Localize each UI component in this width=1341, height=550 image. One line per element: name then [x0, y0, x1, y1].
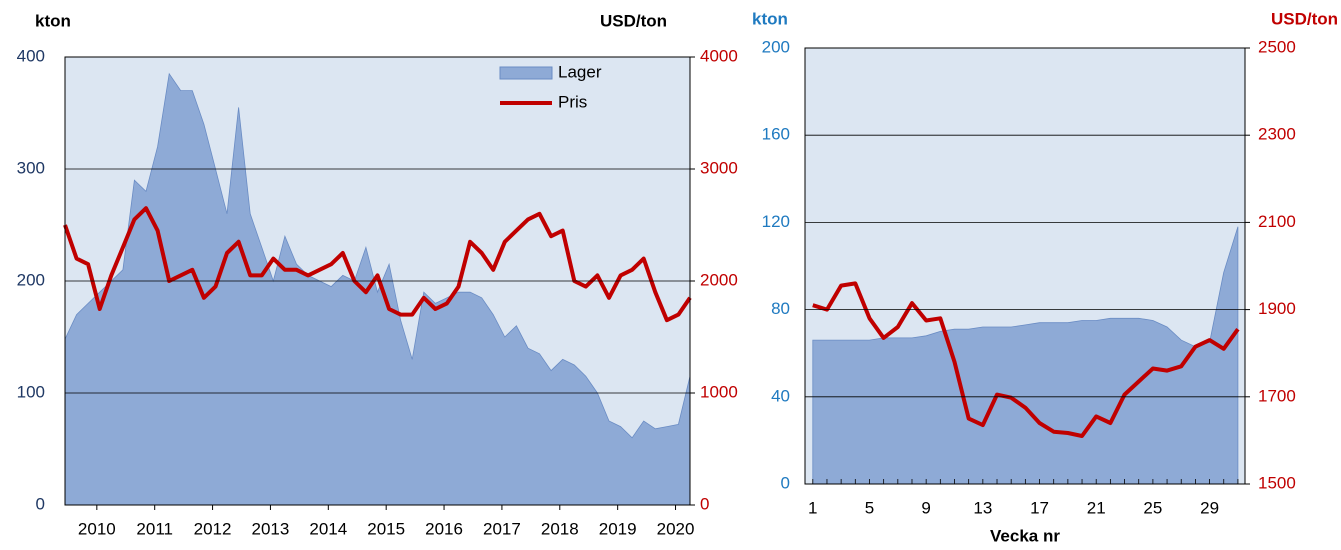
y-tick-label: 40	[771, 386, 790, 405]
x-tick-label: 29	[1200, 498, 1219, 517]
legend-swatch	[499, 66, 553, 80]
legend-label: Lager	[558, 62, 602, 81]
x-tick-label: 2020	[657, 519, 695, 538]
x-tick-label: 1	[808, 498, 817, 517]
y-tick-label: 0	[36, 494, 45, 513]
y2-tick-label: 1500	[1258, 473, 1296, 492]
x-tick-label: 2017	[483, 519, 521, 538]
x-tick-label: 2015	[367, 519, 405, 538]
y-axis-label: kton	[752, 9, 788, 28]
y-tick-label: 80	[771, 299, 790, 318]
x-tick-label: 2012	[194, 519, 232, 538]
y2-tick-label: 1700	[1258, 386, 1296, 405]
x-tick-label: 13	[973, 498, 992, 517]
x-tick-label: 2016	[425, 519, 463, 538]
x-tick-label: 5	[865, 498, 874, 517]
x-tick-label: 17	[1030, 498, 1049, 517]
y2-tick-label: 0	[700, 494, 709, 513]
y-tick-label: 300	[17, 158, 45, 177]
y2-axis-label: USD/ton	[600, 11, 667, 30]
x-tick-label: 2013	[252, 519, 290, 538]
y-tick-label: 200	[762, 37, 790, 56]
x-tick-label: 2010	[78, 519, 116, 538]
y-tick-label: 100	[17, 382, 45, 401]
y-tick-label: 120	[762, 212, 790, 231]
x-tick-label: 9	[921, 498, 930, 517]
y2-tick-label: 2000	[700, 270, 738, 289]
x-tick-label: 2018	[541, 519, 579, 538]
y2-tick-label: 2100	[1258, 212, 1296, 231]
y2-tick-label: 2500	[1258, 37, 1296, 56]
y2-tick-label: 4000	[700, 46, 738, 65]
x-tick-label: 2014	[309, 519, 347, 538]
plot-border	[64, 56, 691, 506]
legend-label: Pris	[558, 92, 587, 111]
line	[812, 281, 1240, 438]
y-tick-label: 200	[17, 270, 45, 289]
y2-tick-label: 2300	[1258, 125, 1296, 144]
y-tick-label: 400	[17, 46, 45, 65]
plot-border	[804, 47, 1246, 485]
y-axis-label: kton	[35, 11, 71, 30]
y2-axis-label: USD/ton	[1271, 9, 1338, 28]
y-tick-label: 0	[781, 473, 790, 492]
area	[64, 72, 691, 506]
x-tick-label: 2011	[136, 519, 173, 538]
y2-tick-label: 1000	[700, 382, 738, 401]
x-tick-label: 2019	[599, 519, 637, 538]
x-tick-label: 25	[1143, 498, 1162, 517]
y2-tick-label: 3000	[700, 158, 738, 177]
y2-tick-label: 1900	[1258, 299, 1296, 318]
x-tick-label: 21	[1087, 498, 1106, 517]
y-tick-label: 160	[762, 125, 790, 144]
x-axis-title: Vecka nr	[990, 526, 1060, 545]
